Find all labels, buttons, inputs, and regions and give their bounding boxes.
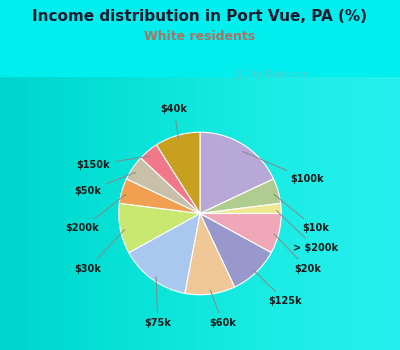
Text: $30k: $30k	[74, 230, 125, 274]
Wedge shape	[200, 214, 281, 253]
Wedge shape	[200, 214, 271, 287]
Text: ⓘ City-Data.com: ⓘ City-Data.com	[236, 70, 308, 79]
Wedge shape	[200, 132, 274, 214]
Text: Income distribution in Port Vue, PA (%): Income distribution in Port Vue, PA (%)	[32, 9, 368, 24]
Wedge shape	[200, 203, 281, 214]
Text: $60k: $60k	[209, 290, 236, 328]
Text: $75k: $75k	[144, 277, 171, 328]
Wedge shape	[141, 145, 200, 214]
Wedge shape	[156, 132, 200, 214]
Wedge shape	[129, 214, 200, 293]
Text: $50k: $50k	[74, 173, 136, 196]
Text: White residents: White residents	[144, 30, 256, 43]
Wedge shape	[119, 203, 200, 253]
Text: $40k: $40k	[160, 104, 188, 139]
Text: $20k: $20k	[274, 234, 321, 274]
Wedge shape	[185, 214, 235, 295]
Wedge shape	[126, 158, 200, 214]
Wedge shape	[119, 179, 200, 214]
Text: $150k: $150k	[76, 156, 150, 170]
Text: > $200k: > $200k	[277, 211, 338, 253]
Wedge shape	[200, 179, 281, 214]
Text: $200k: $200k	[65, 194, 126, 233]
Text: $10k: $10k	[274, 194, 329, 233]
Text: $125k: $125k	[253, 270, 302, 306]
Text: $100k: $100k	[243, 152, 324, 184]
